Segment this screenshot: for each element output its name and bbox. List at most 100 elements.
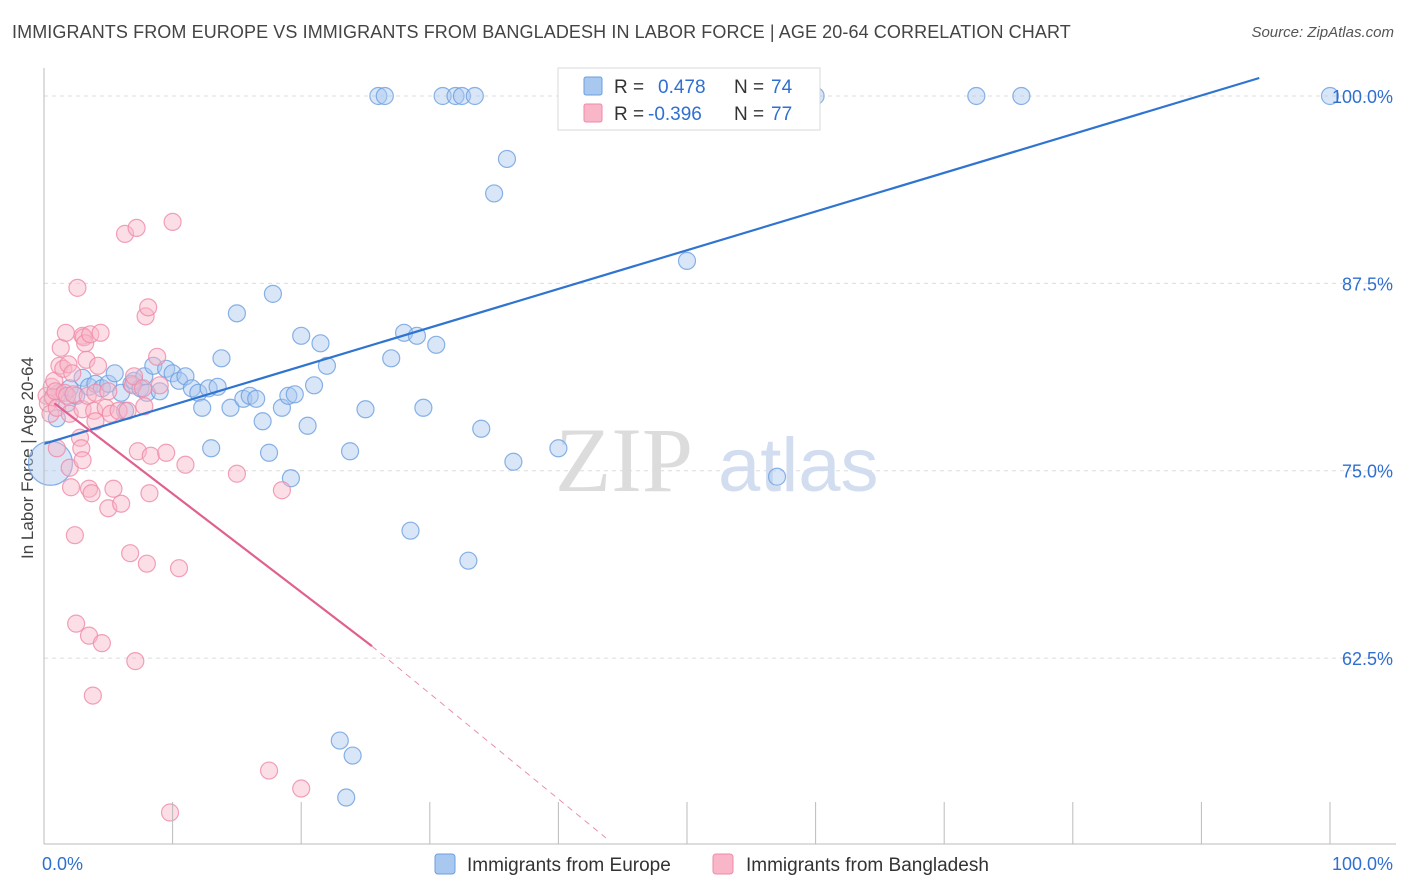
point-bangladesh (83, 686, 102, 705)
legend-r-value: 0.478 (658, 77, 706, 98)
point-europe (221, 398, 240, 417)
point-europe (967, 86, 986, 106)
point-bangladesh (56, 323, 75, 342)
point-europe (263, 284, 283, 303)
point-europe (292, 326, 311, 345)
series-bangladesh-points (37, 212, 311, 822)
point-bangladesh (150, 376, 169, 395)
point-europe (247, 389, 266, 408)
point-europe (382, 349, 401, 368)
bottom-legend-label-europe: Immigrants from Europe (467, 855, 671, 876)
point-europe (459, 551, 478, 570)
point-bangladesh (133, 379, 153, 398)
point-europe (407, 326, 427, 345)
point-bangladesh (157, 443, 176, 462)
bottom-legend-swatch-bangladesh (712, 853, 734, 875)
point-europe (212, 349, 231, 368)
point-europe (452, 86, 472, 106)
point-bangladesh (140, 484, 159, 503)
point-bangladesh (160, 803, 180, 822)
point-bangladesh (59, 355, 78, 374)
legend-n-label: N = (734, 77, 764, 98)
point-bangladesh (139, 298, 158, 317)
point-bangladesh (65, 526, 84, 545)
point-bangladesh (127, 218, 146, 238)
point-bangladesh (73, 400, 92, 419)
point-europe (285, 385, 304, 404)
axis-layer: 100.0% 87.5% 75.0% 62.5% 0.0% 100.0% (42, 68, 1396, 874)
point-bangladesh (91, 323, 110, 342)
point-europe (1012, 86, 1031, 106)
bottom-legend-label-bangladesh: Immigrants from Bangladesh (746, 855, 989, 876)
point-europe (343, 746, 362, 765)
point-bangladesh (292, 779, 311, 798)
point-bangladesh (137, 554, 156, 573)
point-europe (356, 400, 375, 419)
point-europe (427, 335, 446, 354)
point-europe (549, 439, 568, 458)
point-europe (497, 149, 517, 169)
chart-source: Source: ZipAtlas.com (1251, 24, 1394, 41)
point-europe (330, 731, 349, 750)
point-europe (279, 386, 298, 405)
point-bangladesh (63, 364, 82, 383)
y-tick-label: 75.0% (1342, 462, 1393, 482)
point-europe (298, 416, 317, 435)
point-bangladesh (176, 455, 195, 474)
point-bangladesh (67, 614, 86, 633)
point-europe (193, 398, 212, 417)
point-bangladesh (88, 356, 108, 375)
point-europe (485, 184, 504, 203)
trend-line-bangladesh-extension (371, 645, 607, 839)
point-europe (317, 356, 337, 375)
y-tick-label: 62.5% (1342, 649, 1393, 669)
point-bangladesh (126, 652, 145, 671)
legend-n-value: 77 (771, 104, 792, 125)
point-bangladesh (169, 559, 189, 578)
point-bangladesh (77, 350, 96, 369)
legend-swatch-europe (583, 76, 603, 96)
point-europe (259, 443, 279, 462)
trend-line-europe (43, 76, 1260, 445)
point-bangladesh (163, 212, 182, 232)
watermark-zip: ZIP (555, 409, 693, 511)
point-bangladesh (37, 386, 56, 405)
point-europe (504, 452, 523, 471)
point-europe (337, 788, 356, 807)
legend: R = 0.478 N = 74 R = -0.396 N = 77 (557, 67, 821, 131)
bottom-legend-swatch-europe (434, 853, 456, 875)
legend-r-value: -0.396 (648, 104, 702, 125)
x-tick-label: 0.0% (42, 854, 83, 874)
y-tick-label: 100.0% (1332, 87, 1393, 107)
point-bangladesh (121, 544, 140, 563)
point-bangladesh (135, 397, 154, 416)
point-bangladesh (115, 224, 135, 243)
point-europe (677, 251, 697, 270)
point-bangladesh (73, 451, 92, 470)
x-tick-label: 100.0% (1332, 854, 1393, 874)
point-europe (369, 86, 388, 106)
point-europe (99, 374, 118, 393)
point-europe (202, 439, 221, 458)
grid-layer (44, 95, 1396, 659)
point-europe (340, 442, 360, 461)
point-europe (433, 86, 452, 106)
legend-r-label: R = (614, 77, 644, 98)
point-europe (414, 398, 433, 417)
point-bangladesh (86, 412, 105, 431)
point-bangladesh (227, 464, 246, 483)
point-bangladesh (82, 484, 101, 503)
point-europe (105, 364, 124, 383)
point-bangladesh (61, 478, 81, 497)
trend-lines (43, 76, 1260, 839)
trend-line-bangladesh (53, 402, 373, 648)
point-europe (227, 304, 246, 323)
point-europe (1320, 86, 1340, 106)
watermark: ZIP atlas (555, 409, 879, 511)
point-europe (767, 467, 787, 486)
point-bangladesh (64, 385, 83, 404)
legend-r-label: R = (614, 104, 644, 125)
point-bangladesh (92, 634, 111, 653)
point-europe (465, 86, 484, 106)
